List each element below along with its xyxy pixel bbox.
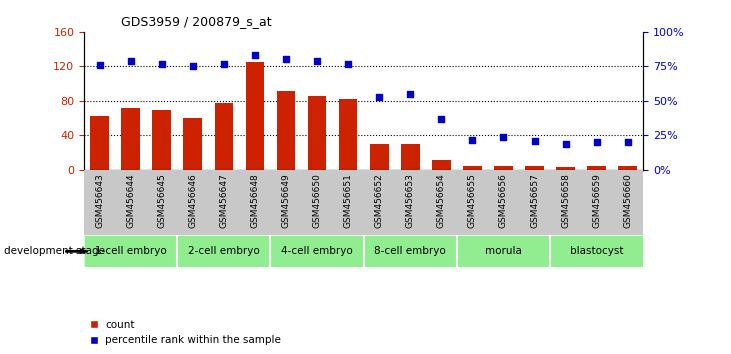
- Bar: [401, 144, 420, 170]
- Text: GSM456660: GSM456660: [624, 173, 632, 228]
- Point: [529, 138, 540, 144]
- Text: morula: morula: [485, 246, 522, 256]
- Text: GSM456648: GSM456648: [251, 173, 260, 228]
- Text: GSM456658: GSM456658: [561, 173, 570, 228]
- Point: [280, 57, 292, 62]
- Text: GSM456656: GSM456656: [499, 173, 508, 228]
- Point: [218, 61, 230, 67]
- Text: blastocyst: blastocyst: [570, 246, 624, 256]
- Bar: [494, 166, 512, 170]
- Point: [560, 141, 572, 147]
- Text: development stage: development stage: [4, 246, 105, 256]
- Text: GSM456646: GSM456646: [189, 173, 197, 228]
- Text: GSM456647: GSM456647: [219, 173, 228, 228]
- Point: [125, 58, 137, 64]
- Point: [156, 61, 167, 67]
- Point: [436, 116, 447, 122]
- Text: GSM456644: GSM456644: [126, 173, 135, 228]
- Text: GSM456643: GSM456643: [95, 173, 104, 228]
- Bar: [618, 166, 637, 170]
- Text: GSM456655: GSM456655: [468, 173, 477, 228]
- Text: GSM456650: GSM456650: [313, 173, 322, 228]
- Text: GSM456653: GSM456653: [406, 173, 414, 228]
- Point: [94, 62, 105, 68]
- Text: 2-cell embryo: 2-cell embryo: [188, 246, 260, 256]
- Text: GSM456645: GSM456645: [157, 173, 166, 228]
- Text: GSM456649: GSM456649: [281, 173, 290, 228]
- Bar: [183, 118, 202, 170]
- Bar: [525, 166, 544, 170]
- Text: GSM456657: GSM456657: [530, 173, 539, 228]
- Point: [466, 137, 478, 142]
- Text: 8-cell embryo: 8-cell embryo: [374, 246, 446, 256]
- Bar: [215, 103, 233, 170]
- Bar: [308, 96, 326, 170]
- Point: [311, 58, 323, 64]
- Text: 4-cell embryo: 4-cell embryo: [281, 246, 353, 256]
- Point: [591, 139, 602, 145]
- Bar: [246, 62, 264, 170]
- Bar: [370, 144, 388, 170]
- Bar: [276, 91, 295, 170]
- Point: [342, 61, 354, 67]
- Point: [249, 52, 261, 58]
- Bar: [432, 160, 450, 170]
- Text: GDS3959 / 200879_s_at: GDS3959 / 200879_s_at: [121, 15, 271, 28]
- Bar: [152, 109, 171, 170]
- Text: GSM456651: GSM456651: [344, 173, 352, 228]
- Bar: [587, 166, 606, 170]
- Point: [374, 94, 385, 99]
- Text: GSM456654: GSM456654: [437, 173, 446, 228]
- Bar: [463, 166, 482, 170]
- Point: [404, 91, 416, 97]
- Legend: count, percentile rank within the sample: count, percentile rank within the sample: [89, 320, 281, 345]
- Bar: [90, 116, 109, 170]
- Point: [187, 64, 199, 69]
- Text: GSM456659: GSM456659: [592, 173, 601, 228]
- Text: 1-cell embryo: 1-cell embryo: [95, 246, 167, 256]
- Point: [498, 134, 510, 139]
- Point: [622, 139, 634, 145]
- Bar: [556, 167, 575, 170]
- Text: GSM456652: GSM456652: [375, 173, 384, 228]
- Bar: [121, 108, 140, 170]
- Bar: [338, 99, 357, 170]
